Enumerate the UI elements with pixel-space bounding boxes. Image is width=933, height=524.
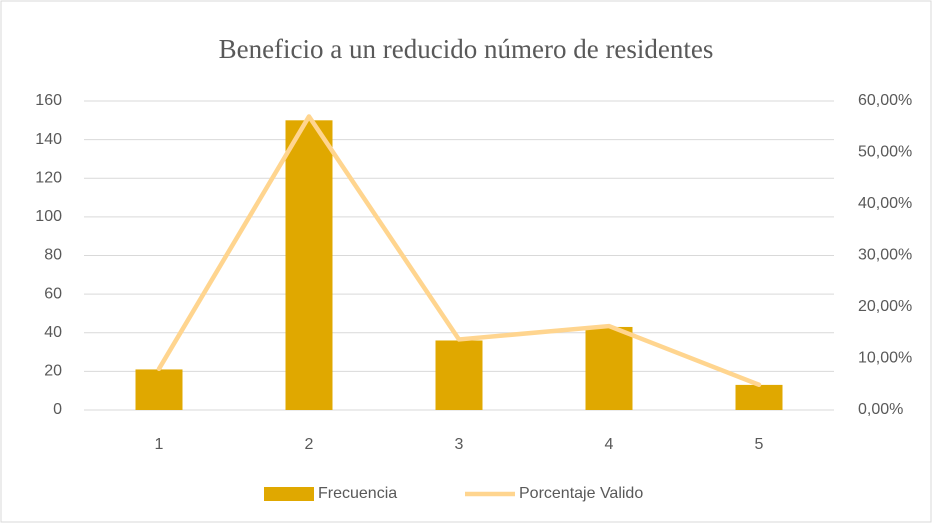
x-tick-label: 2 bbox=[305, 436, 314, 453]
legend-label: Porcentaje Valido bbox=[519, 485, 643, 502]
y-tick-label: 20 bbox=[44, 363, 62, 380]
x-tick-label: 4 bbox=[605, 436, 614, 453]
y-tick-label: 0 bbox=[53, 401, 62, 418]
bar bbox=[585, 326, 633, 410]
legend-swatch bbox=[264, 487, 314, 501]
y2-tick-label: 20,00% bbox=[858, 298, 912, 315]
y-tick-label: 40 bbox=[44, 324, 62, 341]
x-tick-label: 5 bbox=[755, 436, 764, 453]
y-tick-label: 140 bbox=[35, 131, 62, 148]
line bbox=[156, 114, 762, 388]
y-tick-label: 120 bbox=[35, 169, 62, 186]
y2-tick-label: 0,00% bbox=[858, 401, 903, 418]
y2-tick-label: 40,00% bbox=[858, 195, 912, 212]
chart-title: Beneficio a un reducido número de reside… bbox=[219, 34, 714, 64]
y-tick-label: 80 bbox=[44, 247, 62, 264]
y-tick-label: 100 bbox=[35, 208, 62, 225]
bar bbox=[735, 384, 783, 410]
legend-label: Frecuencia bbox=[318, 485, 397, 502]
y2-tick-label: 30,00% bbox=[858, 247, 912, 264]
y2-tick-label: 50,00% bbox=[858, 144, 912, 161]
y-tick-label: 60 bbox=[44, 285, 62, 302]
y2-tick-label: 60,00% bbox=[858, 92, 912, 109]
y-tick-label: 160 bbox=[35, 92, 62, 109]
y2-tick-label: 10,00% bbox=[858, 350, 912, 367]
x-tick-label: 3 bbox=[455, 436, 464, 453]
bar bbox=[435, 340, 483, 410]
bar bbox=[135, 369, 183, 410]
bar bbox=[285, 120, 333, 410]
x-tick-label: 1 bbox=[155, 436, 164, 453]
